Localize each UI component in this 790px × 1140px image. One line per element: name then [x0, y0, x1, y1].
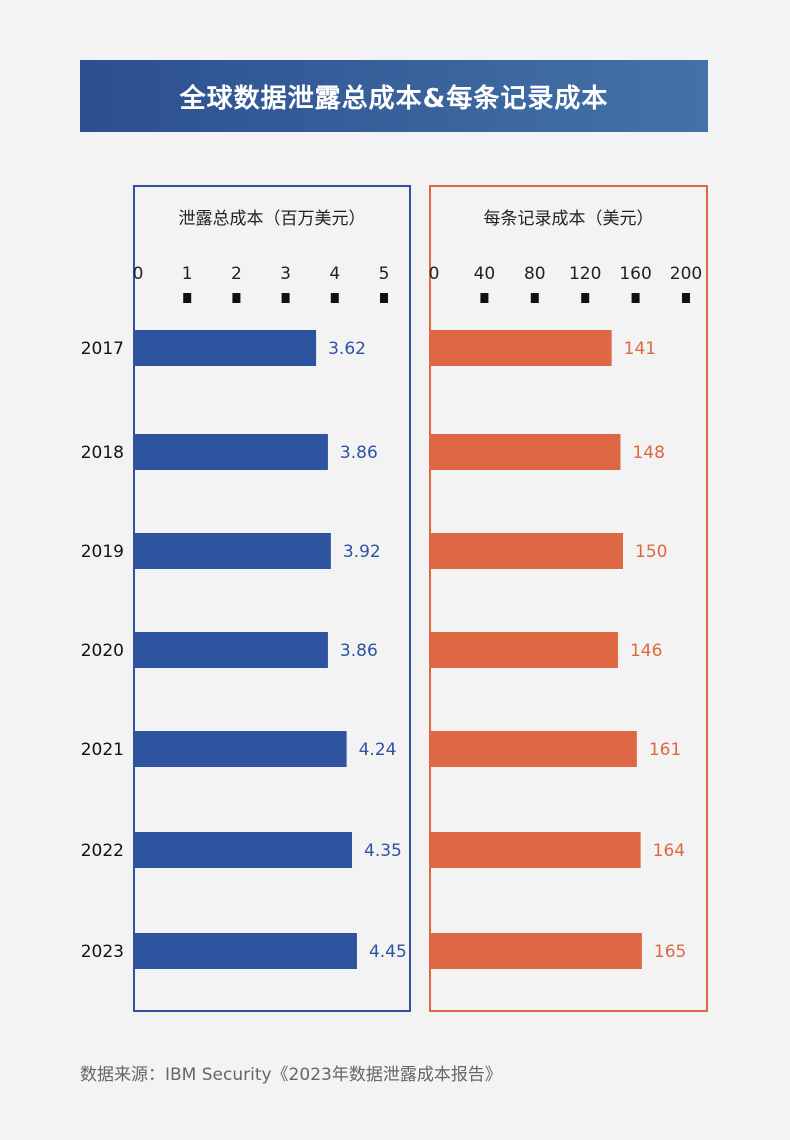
tick-label-total: 0: [133, 264, 144, 284]
tick-mark-total: [232, 293, 241, 303]
bar-total: [135, 832, 353, 868]
category-label: 2018: [81, 443, 124, 463]
chart-title: 全球数据泄露总成本&每条记录成本: [80, 60, 708, 132]
data-label-per-record: 141: [624, 339, 656, 359]
data-label-per-record: 146: [630, 641, 662, 661]
tick-label-total: 2: [231, 264, 242, 284]
panel-title-per-record: 每条记录成本（美元）: [484, 209, 654, 229]
tick-label-per-record: 80: [524, 264, 546, 284]
data-label-total: 3.86: [340, 641, 378, 661]
data-label-total: 4.24: [359, 740, 397, 760]
bar-per-record: [431, 632, 618, 668]
tick-label-per-record: 40: [474, 264, 496, 284]
tick-mark-per-record: [682, 293, 690, 303]
tick-label-per-record: 120: [569, 264, 601, 284]
tick-mark-per-record: [480, 293, 489, 303]
data-label-total: 4.35: [364, 841, 402, 861]
category-label: 2022: [81, 841, 124, 861]
data-label-total: 3.92: [343, 542, 381, 562]
tick-label-total: 5: [379, 264, 390, 284]
category-label: 2020: [81, 641, 124, 661]
tick-label-total: 4: [329, 264, 340, 284]
bar-per-record: [431, 731, 637, 767]
category-label: 2023: [81, 942, 124, 962]
bar-per-record: [431, 832, 641, 868]
tick-mark-per-record: [581, 293, 590, 303]
tick-mark-total: [183, 293, 192, 303]
data-label-per-record: 148: [632, 443, 664, 463]
bar-total: [135, 933, 357, 969]
category-label: 2019: [81, 542, 124, 562]
tick-mark-per-record: [530, 293, 539, 303]
panel-frame-per-record: [429, 185, 708, 1012]
tick-label-per-record: 160: [619, 264, 651, 284]
bar-per-record: [431, 330, 612, 366]
bar-total: [135, 731, 347, 767]
bar-per-record: [431, 434, 621, 470]
data-label-total: 3.62: [328, 339, 366, 359]
tick-mark-total: [380, 293, 388, 303]
tick-mark-total: [281, 293, 290, 303]
data-label-per-record: 164: [653, 841, 685, 861]
data-label-per-record: 161: [649, 740, 681, 760]
category-label: 2021: [81, 740, 124, 760]
bar-total: [135, 434, 328, 470]
data-label-per-record: 165: [654, 942, 686, 962]
panel-frame-total: [133, 185, 411, 1012]
tick-label-total: 1: [182, 264, 193, 284]
source-note: 数据来源：IBM Security《2023年数据泄露成本报告》: [80, 1065, 502, 1085]
tick-label-per-record: 200: [670, 264, 702, 284]
tick-label-total: 3: [280, 264, 291, 284]
bar-per-record: [431, 533, 623, 569]
bar-total: [135, 330, 317, 366]
tick-mark-per-record: [631, 293, 640, 303]
bar-total: [135, 632, 328, 668]
panel-title-total: 泄露总成本（百万美元）: [179, 209, 366, 229]
bar-per-record: [431, 933, 642, 969]
category-label: 2017: [81, 339, 124, 359]
data-label-per-record: 150: [635, 542, 667, 562]
tick-mark-total: [330, 293, 339, 303]
data-label-total: 4.45: [369, 942, 407, 962]
data-label-total: 3.86: [340, 443, 378, 463]
bar-total: [135, 533, 331, 569]
tick-label-per-record: 0: [429, 264, 440, 284]
